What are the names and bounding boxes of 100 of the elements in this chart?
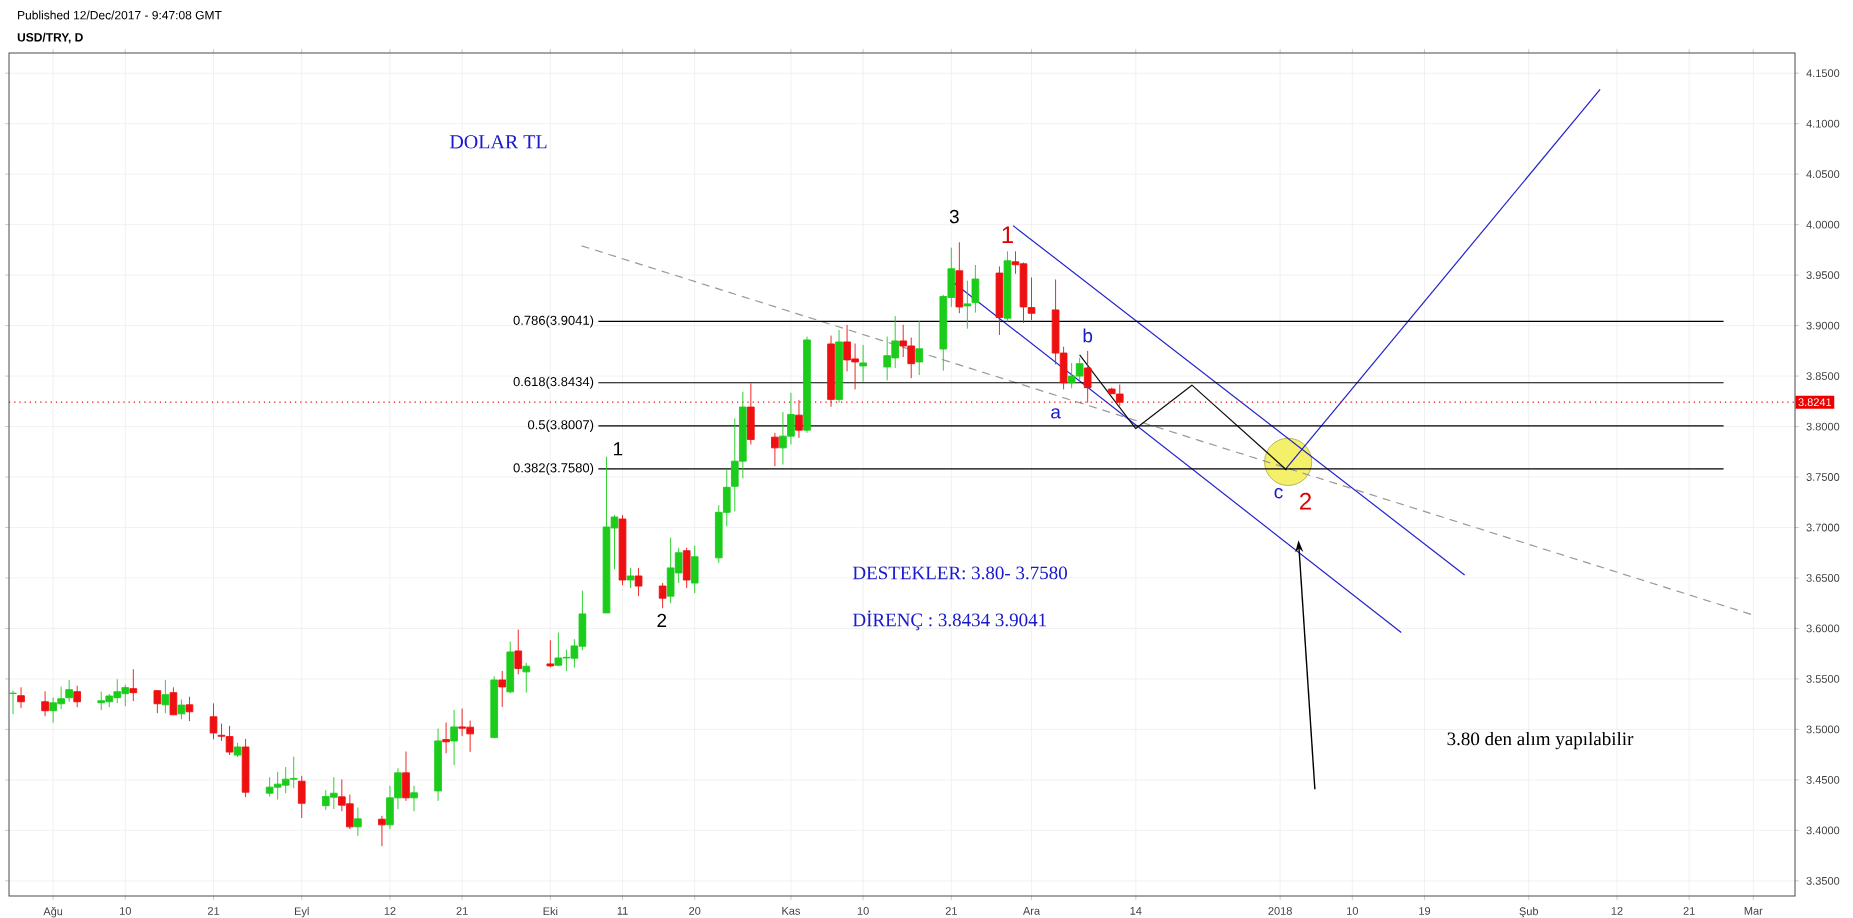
candlestick [658,582,667,609]
candlestick [185,696,194,722]
y-tick-label: 3.6500 [1806,574,1840,582]
x-tick-label: 20 [689,907,701,915]
y-tick-label: 4.0000 [1806,220,1840,229]
candlestick [17,686,25,709]
y-tick-label: 3.5000 [1806,725,1840,734]
candlestick [915,320,924,376]
y-tick-label: 3.8500 [1806,372,1840,380]
annotation: 2 [657,613,667,627]
candlestick [971,264,980,314]
x-tick-label: 19 [1419,907,1431,915]
candlestick [626,567,635,589]
candlestick [682,547,691,589]
annotation: DESTEKLER: 3.80- 3.7580 [852,566,1067,580]
x-tick-label: 10 [857,907,869,915]
ref-line-label: 0.786(3.9041) [513,315,594,328]
text: Published 12/Dec/2017 - 9:47:08 GMT [18,10,222,20]
y-tick-label: 3.8000 [1806,422,1840,431]
candlestick [169,686,178,716]
y-tick-label: 3.5500 [1806,675,1840,683]
annotation: c [1274,488,1283,499]
y-tick-label: 4.1000 [1806,119,1840,128]
candlestick [241,738,250,798]
y-tick-label: 3.6000 [1806,624,1840,633]
text: DOLAR TL [449,135,547,149]
annotation: b [1083,328,1093,343]
annotation: 3.80 den alım yapılabilir [1447,731,1634,750]
candlestick [233,742,242,758]
ref-line-label: 3.8241 [1798,398,1832,407]
y-tick-label: 3.3500 [1806,876,1840,885]
candlestick [41,690,49,717]
y-tick-label: 3.7500 [1806,473,1840,481]
annotation: DİRENÇ : 3.8434 3.9041 [852,610,1046,631]
x-tick-label: Mar [1744,907,1763,915]
candlestick [490,675,499,739]
ref-line-label: 0.382(3.7580) [513,462,594,476]
line-series [1079,354,1288,471]
annotation: 1 [1002,226,1013,243]
y-tick-label: 3.9500 [1806,271,1840,279]
x-tick-label: Kas [782,907,801,915]
candlestick [129,668,138,702]
y-tick-label: 3.4000 [1806,826,1840,835]
y-tick-label: 3.9000 [1806,321,1840,330]
candlestick [771,432,779,467]
candlestick [795,399,803,439]
candlestick [955,241,964,314]
ref-line-label: 0.5(3.8007) [528,419,594,432]
candlestick [297,775,306,819]
annotation: 3 [949,209,959,224]
candlestick [402,751,410,802]
candlestick [73,685,81,708]
candlestick [634,567,643,597]
candlestick [522,662,531,694]
candlestick [498,670,507,708]
candlestick [354,807,362,837]
x-tick-label: 12 [384,907,396,915]
x-tick-label: 10 [1347,907,1358,915]
candlestick [1083,350,1092,404]
candlestick [177,698,186,720]
candlestick [153,689,162,714]
candlestick [209,702,218,740]
candlestick [434,728,442,802]
candlestick [546,639,555,668]
candlestick [835,329,843,404]
candlestick [995,265,1004,336]
x-tick-label: 21 [1683,907,1695,915]
annotation: 1 [614,442,623,456]
candlestick [747,382,755,445]
x-tick-label: 21 [456,907,468,915]
candlestick [827,335,835,408]
candlestick [506,641,515,694]
candlestick [9,690,17,715]
y-tick-label: 3.7000 [1806,523,1840,532]
candlestick [450,709,458,766]
candlestick [514,629,523,675]
candlestick [859,344,867,383]
candlestick [1003,250,1012,322]
x-tick-label: 21 [207,907,220,915]
candlestick [803,336,811,434]
candlestick [690,545,699,594]
x-tick-label: Şub [1519,907,1539,918]
x-tick-label: Ara [1023,907,1041,915]
x-tick-label: Ağu [43,907,63,918]
ref-line-label: 0.618(3.8434) [513,376,594,389]
candlestick [410,785,418,812]
x-tick-label: Eyl [295,907,309,918]
candlestick [618,514,627,586]
x-tick-label: Eki [543,907,558,916]
x-tick-label: 21 [945,907,957,915]
candlestick [65,679,73,703]
annotation: 2 [1299,492,1311,510]
candlestick [161,679,170,714]
x-tick-label: 12 [1611,907,1623,915]
y-tick-label: 3.4500 [1806,776,1840,784]
x-tick-label: 10 [120,907,131,915]
chart-subtitle: USD/TRY, D [17,32,83,44]
candlestick [442,722,450,754]
candlestick [378,815,386,847]
x-tick-label: 2018 [1268,907,1292,915]
